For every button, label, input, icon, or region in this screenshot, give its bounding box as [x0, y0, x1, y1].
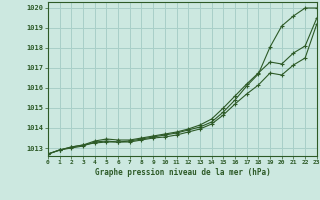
- X-axis label: Graphe pression niveau de la mer (hPa): Graphe pression niveau de la mer (hPa): [94, 168, 270, 177]
